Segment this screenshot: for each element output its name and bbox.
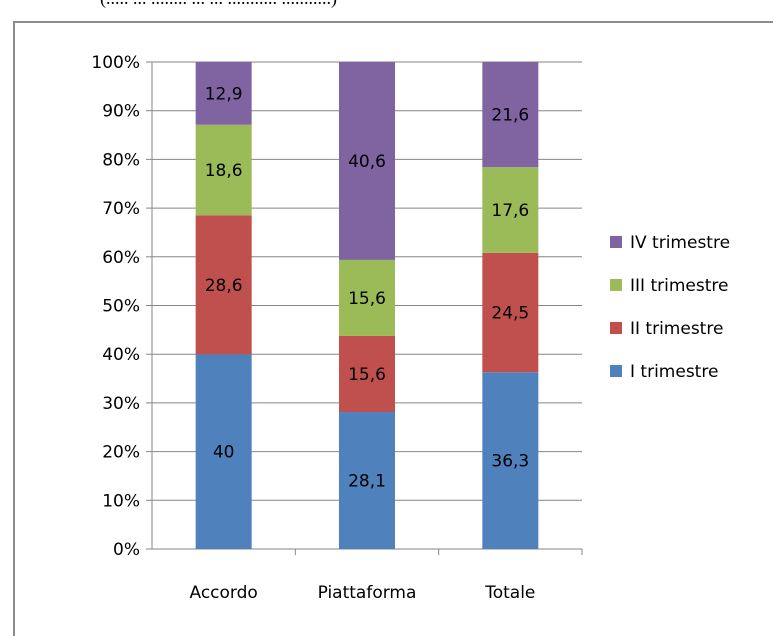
y-tick-label: 50% — [102, 297, 140, 317]
bar-segment — [482, 62, 539, 168]
data-label: 40,6 — [348, 152, 386, 172]
legend-swatch — [610, 236, 622, 248]
legend-label: II trimestre — [630, 319, 723, 339]
axes: 0% 10% 20% 30% 40% 50% 60% 70% 80% 90% 100% Accordo… — [91, 53, 583, 603]
bar-segment — [195, 62, 252, 125]
y-tick-label: 90% — [102, 102, 140, 122]
y-tick-label: 60% — [102, 248, 140, 268]
legend-label: I trimestre — [630, 362, 718, 382]
data-label: 24,5 — [491, 304, 529, 324]
y-tick-label: 20% — [102, 443, 140, 463]
legend-swatch — [610, 322, 622, 334]
bar-segment — [195, 354, 252, 549]
bar-segment — [339, 62, 395, 260]
data-label: 28,1 — [348, 472, 386, 492]
y-tick-label: 80% — [102, 150, 140, 170]
x-tick-label: Accordo — [190, 583, 258, 603]
bar-segment — [339, 259, 395, 336]
x-tick-label: Piattaforma — [318, 583, 417, 603]
data-label: 40 — [213, 443, 235, 463]
bar-segment — [339, 335, 395, 413]
data-label: 18,6 — [205, 161, 243, 181]
data-label: 17,6 — [491, 201, 529, 221]
data-label: 36,3 — [491, 452, 529, 472]
y-tick-label: 0% — [113, 540, 140, 560]
chart-frame — [13, 21, 773, 636]
legend: IV trimestre III trimestre II trimestre I t… — [610, 233, 730, 382]
data-label: 12,9 — [205, 84, 243, 104]
legend-swatch — [610, 365, 622, 377]
y-tick-label: 40% — [102, 345, 140, 365]
x-tick-label: Totale — [484, 583, 535, 603]
data-label: 21,6 — [491, 106, 529, 126]
bar-segment — [195, 124, 252, 216]
y-tick-label: 100% — [91, 53, 140, 73]
legend-label: III trimestre — [630, 276, 728, 296]
y-tick-label: 10% — [102, 491, 140, 511]
legend-label: IV trimestre — [630, 233, 730, 253]
bar-segment — [482, 167, 539, 253]
y-tick-label: 70% — [102, 199, 140, 219]
bar-segment — [195, 215, 252, 355]
legend-swatch — [610, 279, 622, 291]
bar-segment — [339, 412, 395, 549]
bar-segment — [482, 372, 539, 549]
bars: 40 28,6 18,6 12,9 28,1 15,6 15,6 40,6 36,3 24,5 17… — [195, 62, 539, 549]
top-caption: (..... ... ........ ... ... ........... … — [100, 0, 775, 9]
data-label: 28,6 — [205, 276, 243, 296]
data-label: 15,6 — [348, 365, 386, 385]
data-label: 15,6 — [348, 289, 386, 309]
y-tick-label: 30% — [102, 394, 140, 414]
bar-segment — [482, 252, 539, 373]
